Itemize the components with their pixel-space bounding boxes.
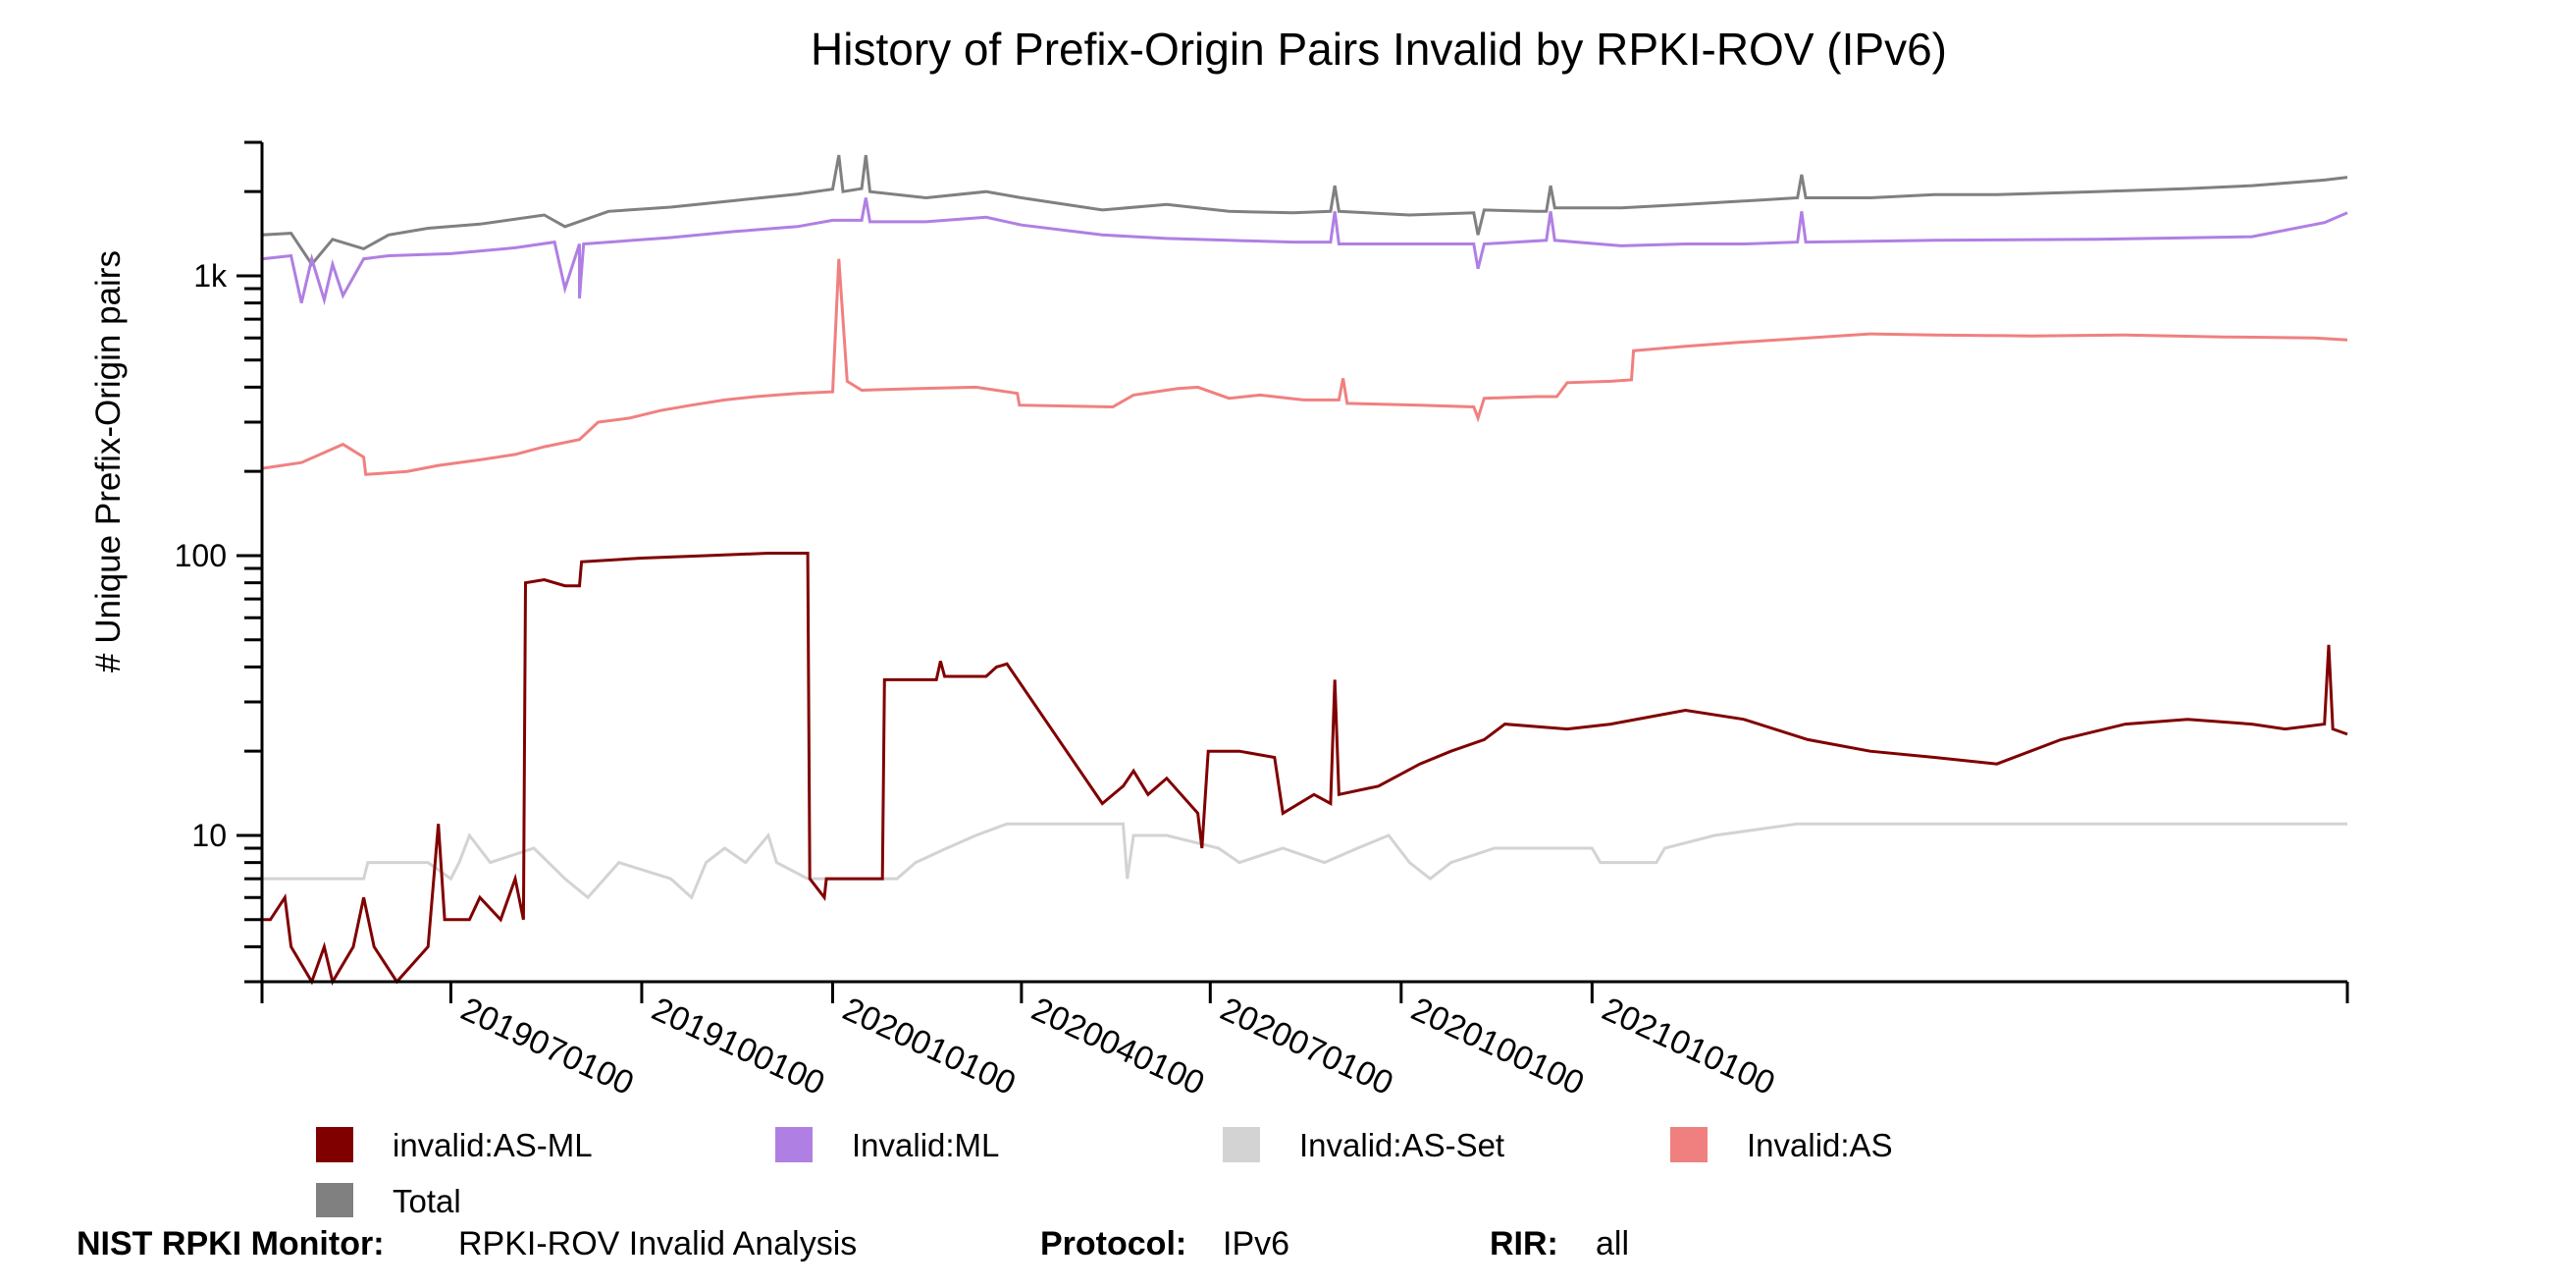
- y-tick-label: 1k: [193, 258, 228, 294]
- y-tick-label: 100: [175, 538, 227, 573]
- footer-rir-label: RIR:: [1490, 1225, 1558, 1262]
- series-layer: [261, 154, 2348, 986]
- footer-protocol-label: Protocol:: [1040, 1225, 1187, 1262]
- x-tick-label: 2021010100: [1597, 991, 1780, 1102]
- legend-label: invalid:AS-ML: [393, 1127, 593, 1163]
- footer: NIST RPKI Monitor: RPKI-ROV Invalid Anal…: [0, 1225, 2576, 1274]
- series-line-total: [261, 154, 2348, 267]
- x-tick-label: 2019100100: [647, 991, 830, 1102]
- x-tick-label: 2019070100: [455, 991, 639, 1102]
- legend-label: Total: [393, 1183, 461, 1217]
- chart: History of Prefix-Origin Pairs Invalid b…: [89, 24, 2349, 1217]
- x-tick-label: 2020010100: [837, 991, 1021, 1102]
- legend-swatch: [775, 1127, 813, 1162]
- legend-swatch: [316, 1183, 353, 1217]
- legend-swatch: [1670, 1127, 1708, 1162]
- legend-swatch: [1223, 1127, 1260, 1162]
- footer-protocol-value: IPv6: [1223, 1225, 1290, 1262]
- y-axis-label: # Unique Prefix-Origin pairs: [89, 250, 128, 672]
- series-line-invalid-ml: [261, 197, 2348, 306]
- footer-monitor-label: NIST RPKI Monitor:: [77, 1225, 385, 1262]
- series-line-invalid-as-ml: [262, 552, 2348, 986]
- series-line-invalid-as: [261, 258, 2348, 476]
- x-tick-label: 2020100100: [1405, 991, 1589, 1102]
- legend-label: Invalid:ML: [852, 1127, 999, 1163]
- legend: invalid:AS-ML Invalid:ML Invalid:AS-Set Inv…: [316, 1127, 1893, 1217]
- x-tick-label: 2020070100: [1215, 991, 1398, 1102]
- footer-monitor-value: RPKI-ROV Invalid Analysis: [458, 1225, 858, 1262]
- legend-label: Invalid:AS-Set: [1299, 1127, 1504, 1163]
- x-tick-label: 2020040100: [1026, 991, 1210, 1102]
- chart-title: History of Prefix-Origin Pairs Invalid b…: [811, 24, 1947, 75]
- legend-label: Invalid:AS: [1747, 1127, 1893, 1163]
- legend-swatch: [316, 1127, 353, 1162]
- footer-rir-value: all: [1596, 1225, 1630, 1262]
- series-line-invalid-as-set: [262, 822, 2347, 900]
- y-tick-label: 10: [191, 818, 227, 853]
